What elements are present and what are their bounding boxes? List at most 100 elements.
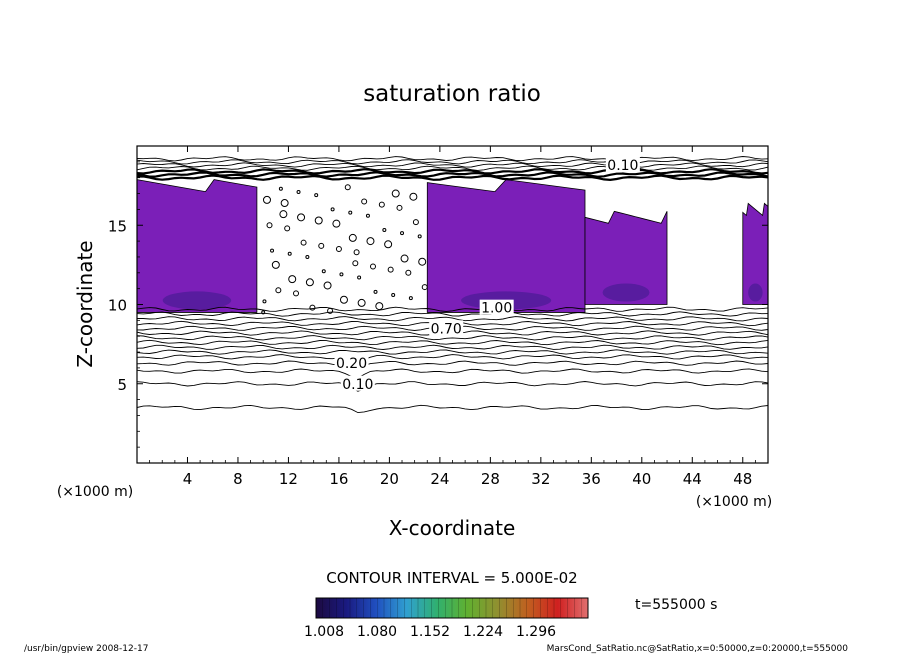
y-axis-ticks: 5 10 15	[108, 161, 768, 448]
contour-blob	[278, 186, 283, 191]
contour-line	[137, 368, 768, 379]
contour-blob	[384, 240, 393, 249]
contour-blob	[284, 225, 291, 232]
contour-blob	[262, 299, 267, 304]
contour-blob	[391, 189, 400, 198]
contour-line	[137, 156, 768, 162]
contour-blob	[373, 289, 378, 294]
contour-line	[137, 335, 768, 341]
contour-blob	[261, 310, 266, 315]
x-tick-label: 16	[329, 470, 348, 488]
contour-blob	[314, 216, 323, 225]
contour-blob	[314, 193, 319, 198]
colorbar-tick-label: 1.008	[304, 624, 344, 640]
contour-interval-text: CONTOUR INTERVAL = 5.000E-02	[326, 569, 577, 587]
contour-blob	[352, 260, 359, 267]
region-core	[748, 283, 763, 302]
chart-title: saturation ratio	[363, 81, 541, 107]
contour-blob	[339, 272, 344, 277]
contour-blob	[318, 242, 325, 249]
colorbar-tick-label: 1.224	[463, 624, 503, 640]
contour-line	[137, 349, 768, 355]
x-tick-label: 8	[233, 470, 243, 488]
region-core	[162, 291, 232, 310]
contour-blob	[357, 298, 366, 307]
x-tick-label: 36	[582, 470, 601, 488]
y-tick-label: 10	[108, 297, 127, 315]
contour-blob	[287, 251, 292, 256]
contour-blob	[412, 219, 419, 226]
x-axis-ticks: 4 8 12 16 20 24 28 32 36 40 44 48	[149, 146, 756, 488]
x-tick-label: 4	[183, 470, 193, 488]
contour-blob	[330, 207, 335, 212]
contour-blob	[421, 284, 428, 291]
footer-right: MarsCond_SatRatio.nc@SatRatio,x=0:50000,…	[547, 644, 849, 654]
contour-blob	[365, 213, 370, 218]
colorbar-tick-label: 1.296	[516, 624, 556, 640]
footer-left: /usr/bin/gpview 2008-12-17	[24, 644, 148, 654]
supersaturated-regions	[137, 179, 768, 313]
contour-line	[137, 344, 768, 350]
contour-blob	[391, 292, 396, 297]
contour-blob	[321, 269, 326, 274]
contour-blob	[357, 275, 362, 280]
x-unit-left: (×1000 m)	[57, 484, 133, 500]
contour-label: 0.20	[336, 356, 367, 372]
contour-blob	[408, 296, 413, 301]
contour-blob	[405, 269, 412, 276]
contour-blob	[396, 204, 403, 211]
contour-blob	[375, 302, 384, 311]
contour-line	[137, 381, 768, 392]
contour-label: 0.10	[342, 377, 373, 393]
contour-blob	[369, 263, 376, 270]
contour-line	[137, 306, 768, 312]
contour-blob	[323, 281, 332, 290]
contour-labels: 0.10 0.20 0.10 0.70 1.00	[334, 157, 640, 393]
contour-blob	[279, 210, 288, 219]
colorbar-ticks: 1.008 1.080 1.152 1.224 1.296	[304, 598, 589, 640]
x-tick-label: 12	[279, 470, 298, 488]
contour-line	[137, 171, 768, 178]
contour-blob	[382, 228, 387, 233]
contour-blob	[366, 237, 375, 246]
x-axis-label: X-coordinate	[389, 516, 516, 540]
contour-blob	[309, 304, 316, 311]
contour-blob	[378, 201, 385, 208]
colorbar: 1.008 1.080 1.152 1.224 1.296	[304, 597, 589, 640]
contour-line	[137, 316, 768, 322]
contour-line	[137, 311, 768, 317]
contour-label: 0.70	[431, 321, 462, 337]
y-tick-label: 5	[117, 376, 127, 394]
contour-blob	[300, 239, 307, 246]
contour-label-bg	[429, 320, 464, 336]
contour-label-bg	[334, 355, 369, 371]
contour-blob	[332, 219, 341, 228]
contour-line	[137, 404, 768, 414]
contour-blob	[417, 234, 422, 239]
contour-line	[137, 354, 768, 362]
contour-blob	[335, 246, 342, 253]
x-unit-right: (×1000 m)	[696, 494, 772, 510]
contour-blob	[280, 199, 289, 208]
contour-blob	[400, 231, 405, 236]
x-tick-label: 32	[531, 470, 550, 488]
contour-line	[137, 339, 768, 346]
contour-blob	[262, 195, 271, 204]
contour-blob	[339, 295, 348, 304]
contour-label: 1.00	[481, 301, 512, 317]
x-tick-label: 40	[632, 470, 651, 488]
contour-line	[137, 360, 768, 369]
x-tick-label: 20	[380, 470, 399, 488]
contour-line	[137, 162, 768, 168]
y-axis-label: Z-coordinate	[73, 240, 97, 367]
contour-blob	[296, 189, 301, 194]
colorbar-tick-label: 1.152	[410, 624, 450, 640]
supersaturated-region	[742, 202, 768, 305]
contour-blob	[266, 222, 273, 229]
region-core	[602, 283, 650, 302]
contour-label-bg	[340, 375, 375, 391]
x-tick-label: 24	[430, 470, 449, 488]
contour-blob	[409, 192, 418, 201]
x-tick-label: 28	[481, 470, 500, 488]
